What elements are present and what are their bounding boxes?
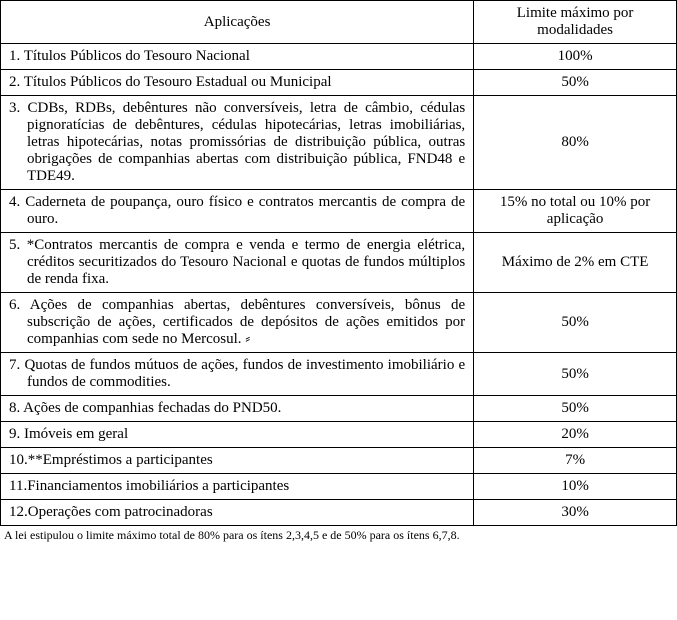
table-row: 8. Ações de companhias fechadas do PND50… <box>1 396 677 422</box>
header-limite: Limite máximo por modalidades <box>474 1 677 44</box>
table-row: 9. Imóveis em geral 20% <box>1 422 677 448</box>
cell-lim: 20% <box>474 422 677 448</box>
cell-lim: 50% <box>474 396 677 422</box>
table-row: 12.Operações com patrocinadoras 30% <box>1 500 677 526</box>
cell-lim: 50% <box>474 70 677 96</box>
table-row: 11.Financiamentos imobiliários a partici… <box>1 474 677 500</box>
footnote-text: A lei estipulou o limite máximo total de… <box>0 526 677 543</box>
cell-lim: 50% <box>474 293 677 353</box>
cell-app: 4. Caderneta de poupança, ouro físico e … <box>1 190 474 233</box>
cell-lim: 10% <box>474 474 677 500</box>
cell-app: 12.Operações com patrocinadoras <box>1 500 474 526</box>
cell-lim: 100% <box>474 44 677 70</box>
cell-app: 2. Títulos Públicos do Tesouro Estadual … <box>1 70 474 96</box>
table-row: 3. CDBs, RDBs, debêntures não conversíve… <box>1 96 677 190</box>
table-row: 4. Caderneta de poupança, ouro físico e … <box>1 190 677 233</box>
cell-lim: 50% <box>474 353 677 396</box>
cell-app: 9. Imóveis em geral <box>1 422 474 448</box>
cell-app: 1. Títulos Públicos do Tesouro Nacional <box>1 44 474 70</box>
cell-lim: Máximo de 2% em CTE <box>474 233 677 293</box>
table-row: 10.**Empréstimos a participantes 7% <box>1 448 677 474</box>
cell-lim: 15% no total ou 10% por aplicação <box>474 190 677 233</box>
cell-app: 3. CDBs, RDBs, debêntures não conversíve… <box>1 96 474 190</box>
table-row: 1. Títulos Públicos do Tesouro Nacional … <box>1 44 677 70</box>
cell-lim: 30% <box>474 500 677 526</box>
table-row: 7. Quotas de fundos mútuos de ações, fun… <box>1 353 677 396</box>
cell-app: 6. Ações de companhias abertas, debêntur… <box>1 293 474 353</box>
cell-app: 7. Quotas de fundos mútuos de ações, fun… <box>1 353 474 396</box>
cell-app: 8. Ações de companhias fechadas do PND50… <box>1 396 474 422</box>
cell-lim: 7% <box>474 448 677 474</box>
table-header-row: Aplicações Limite máximo por modalidades <box>1 1 677 44</box>
table-row: 5. *Contratos mercantis de compra e vend… <box>1 233 677 293</box>
table-row: 2. Títulos Públicos do Tesouro Estadual … <box>1 70 677 96</box>
cell-app: 5. *Contratos mercantis de compra e vend… <box>1 233 474 293</box>
cell-lim: 80% <box>474 96 677 190</box>
applications-table: Aplicações Limite máximo por modalidades… <box>0 0 677 526</box>
table-row: 6. Ações de companhias abertas, debêntur… <box>1 293 677 353</box>
cell-app: 11.Financiamentos imobiliários a partici… <box>1 474 474 500</box>
header-aplicacoes: Aplicações <box>1 1 474 44</box>
cell-app: 10.**Empréstimos a participantes <box>1 448 474 474</box>
